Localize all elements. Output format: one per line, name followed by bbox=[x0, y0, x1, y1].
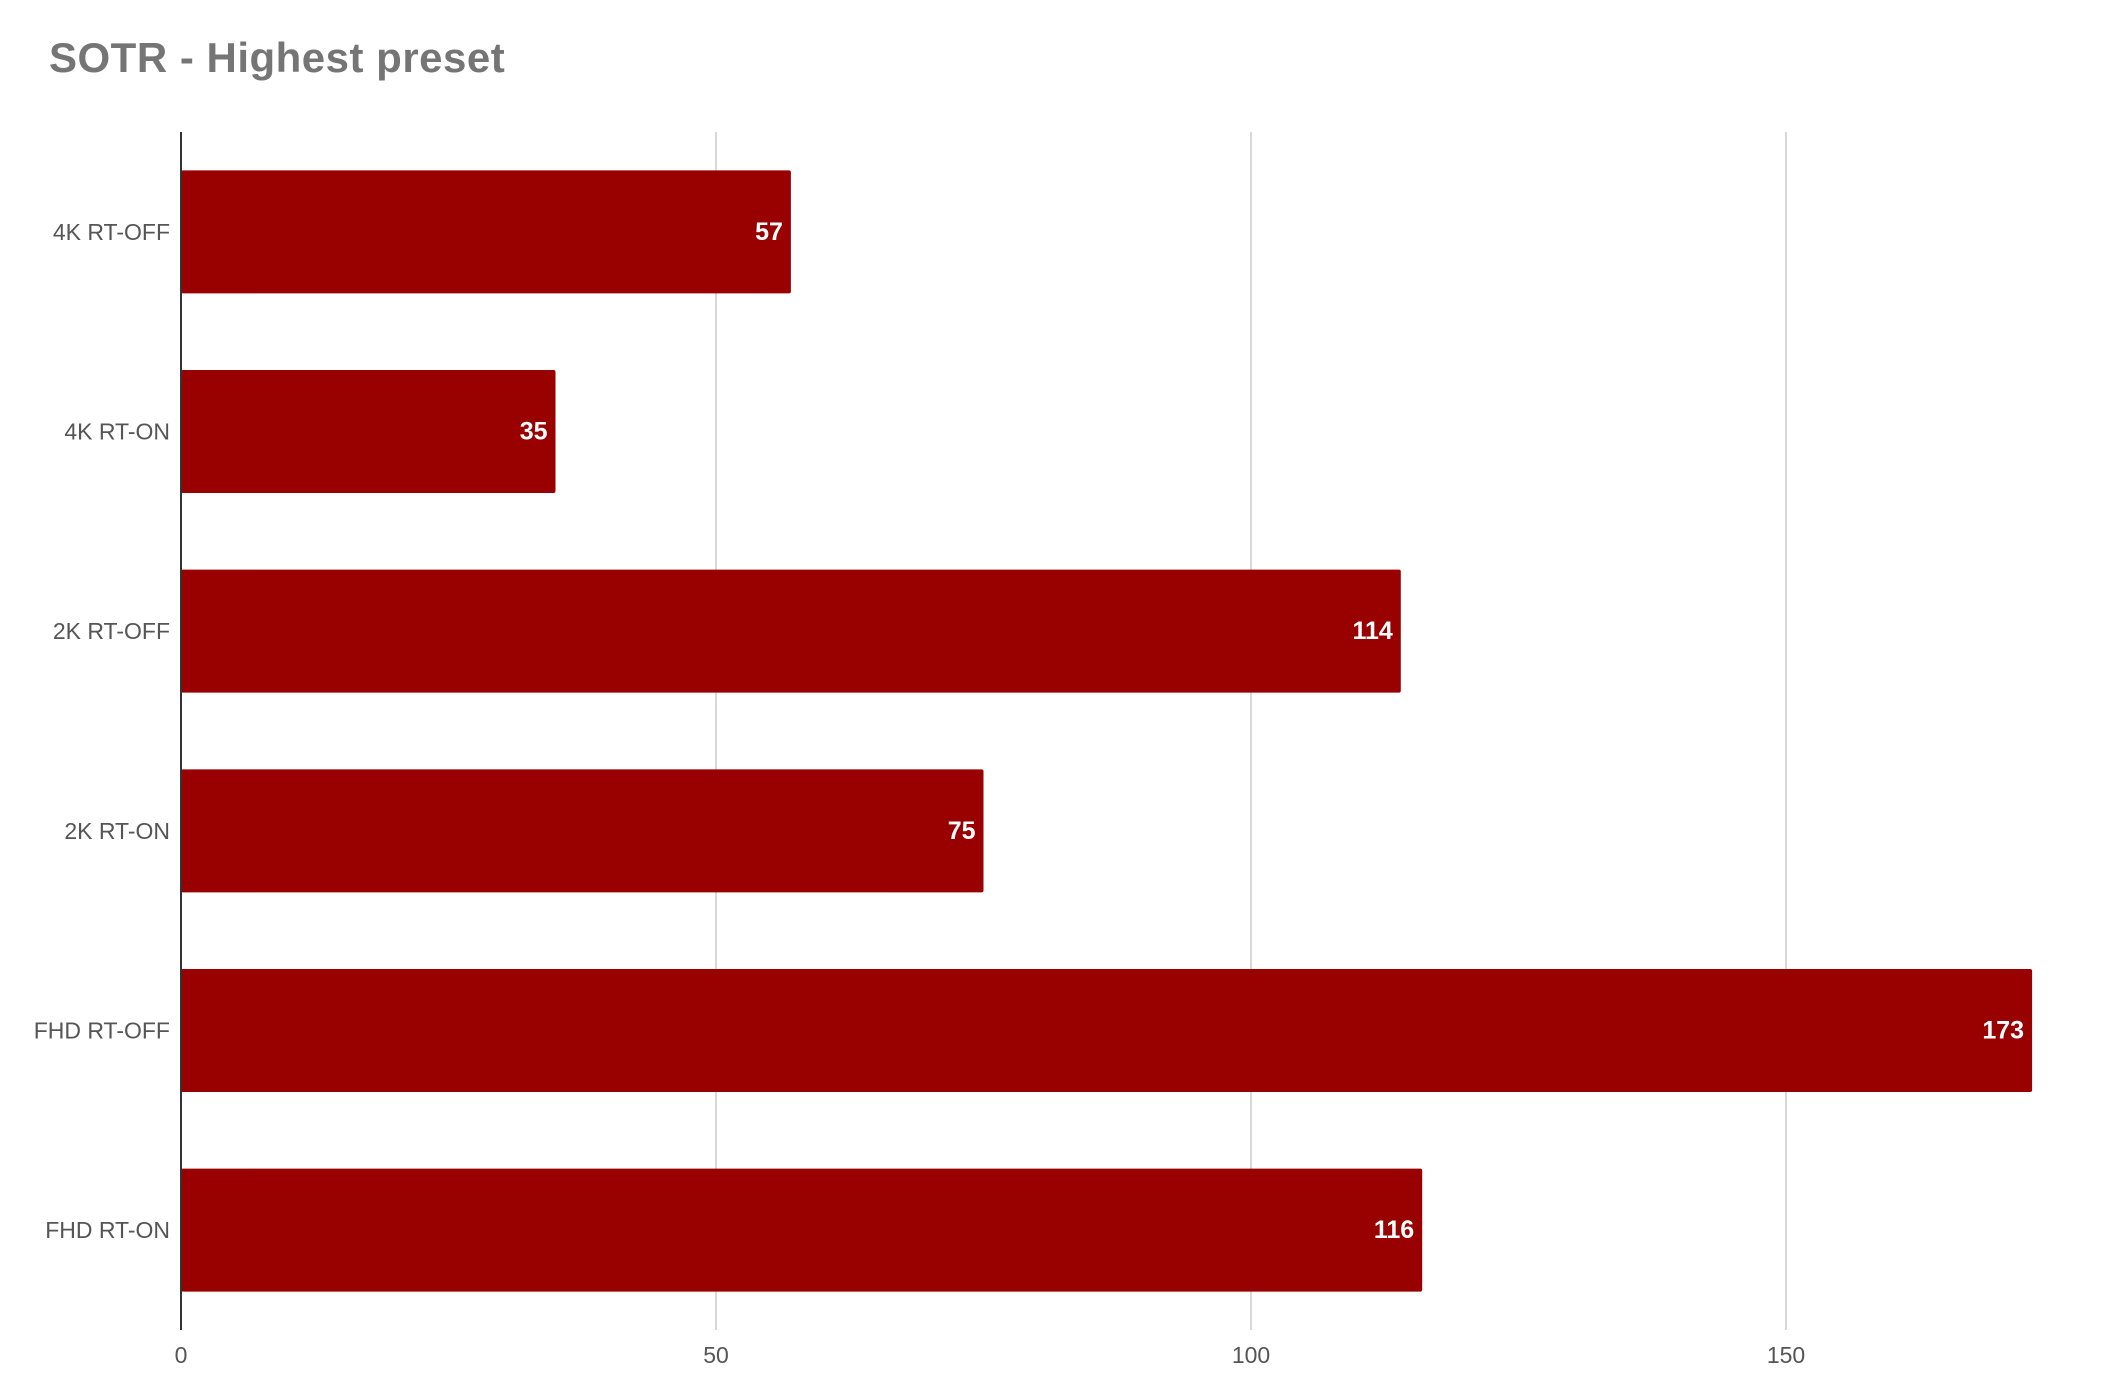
category-label-0: 4K RT-OFF bbox=[53, 219, 170, 245]
chart-title: SOTR - Highest preset bbox=[49, 34, 506, 81]
x-tick-label-150: 150 bbox=[1767, 1342, 1805, 1368]
bar-1 bbox=[181, 370, 556, 493]
x-tick-label-50: 50 bbox=[703, 1342, 729, 1368]
data-label-2: 114 bbox=[1352, 617, 1392, 645]
data-label-1: 35 bbox=[520, 418, 548, 446]
bar-4 bbox=[181, 969, 2033, 1092]
bar-3 bbox=[181, 769, 984, 893]
bars bbox=[181, 170, 2033, 1292]
data-label-5: 116 bbox=[1374, 1216, 1414, 1244]
category-label-3: 2K RT-ON bbox=[64, 818, 170, 844]
data-label-3: 75 bbox=[948, 817, 976, 845]
category-label-4: FHD RT-OFF bbox=[34, 1018, 170, 1044]
data-label-0: 57 bbox=[755, 218, 783, 246]
bar-2 bbox=[181, 569, 1401, 693]
labels: 57 4K RT-OFF 35 4K RT-ON 114 2K RT-OFF 75 2K RT… bbox=[34, 218, 2024, 1368]
data-label-4: 173 bbox=[1982, 1017, 2024, 1045]
bar-5 bbox=[181, 1168, 1423, 1292]
category-label-1: 4K RT-ON bbox=[64, 419, 170, 445]
x-tick-label-0: 0 bbox=[175, 1342, 188, 1368]
bar-0 bbox=[181, 170, 791, 294]
category-label-2: 2K RT-OFF bbox=[53, 618, 170, 644]
x-tick-label-100: 100 bbox=[1232, 1342, 1270, 1368]
gridlines bbox=[715, 132, 1787, 1330]
category-label-5: FHD RT-ON bbox=[45, 1217, 170, 1243]
